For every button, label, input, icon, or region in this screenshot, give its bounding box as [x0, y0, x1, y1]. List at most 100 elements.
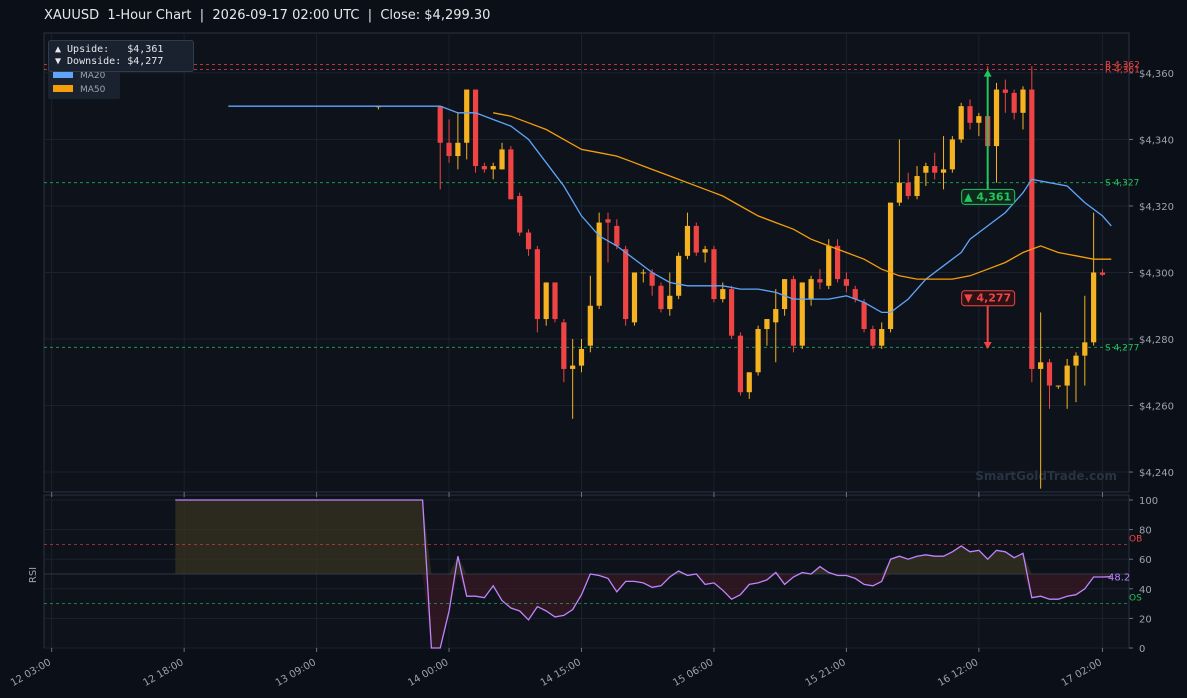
resistance-level-label: R 4,362 [1105, 61, 1140, 71]
price-ytick-label: $4,300 [1139, 268, 1174, 279]
candle-body [1046, 362, 1053, 386]
candle-body [508, 149, 514, 200]
candle-body [561, 322, 567, 369]
candle-body [684, 225, 691, 256]
candle-body [958, 106, 964, 140]
candle-body [499, 149, 505, 170]
rsi-ytick-label: 40 [1139, 585, 1152, 596]
candle-body [1038, 362, 1044, 369]
candle-body [755, 329, 761, 373]
candle-body [543, 282, 549, 320]
candle-body [773, 309, 779, 323]
candle-body [596, 222, 602, 306]
watermark: SmartGoldTrade.com [975, 469, 1117, 483]
rsi-ytick-label: 20 [1139, 614, 1152, 625]
candle-body [870, 329, 876, 346]
rsi-overbought-label: OB [1129, 534, 1142, 544]
candle-body [852, 289, 858, 300]
candle-body [587, 305, 593, 346]
candle-body [834, 245, 841, 280]
x-tick-label: 13 09:00 [274, 657, 318, 689]
price-ytick-label: $4,340 [1139, 135, 1174, 146]
rsi-ytick-label: 60 [1139, 555, 1152, 566]
candle-body [1099, 272, 1106, 275]
candle-body [729, 289, 735, 336]
candle-body [808, 279, 814, 300]
downside-arrow-head [983, 341, 992, 349]
candle-body [534, 249, 540, 320]
candle-body [649, 272, 655, 286]
candle-body [764, 319, 770, 330]
candle-body [1002, 89, 1008, 93]
candle-body [605, 219, 611, 223]
candle-body [1011, 92, 1017, 113]
candle-body [640, 272, 646, 274]
candle-body [826, 245, 832, 286]
rsi-last-value: 48.2 [1108, 573, 1130, 584]
candle-body [1020, 89, 1026, 113]
candle-body [923, 166, 929, 173]
candle-body [720, 289, 726, 300]
support-level-label: S 4,277 [1105, 343, 1139, 353]
price-ytick-label: $4,260 [1139, 402, 1174, 413]
candle-body [932, 166, 938, 173]
candle-body [843, 279, 849, 286]
candle-body [455, 142, 461, 157]
x-tick-label: 12 03:00 [9, 657, 53, 689]
candle-body [896, 182, 902, 203]
candle-body [879, 329, 885, 346]
candle-body [817, 279, 823, 283]
target-annotation-box: ▲ Upside: $4,361 ▼ Downside: $4,277 [48, 40, 194, 72]
candle-body [746, 372, 752, 393]
candle-body [464, 89, 470, 143]
legend-swatch-ma50 [53, 85, 73, 92]
candle-body [940, 169, 947, 173]
candle-body [578, 348, 585, 366]
candle-body [525, 232, 532, 250]
upside-target-badge [961, 188, 1016, 205]
x-tick-label: 16 12:00 [936, 657, 980, 689]
x-tick-label: 15 21:00 [804, 657, 848, 689]
candle-body [887, 202, 894, 330]
candle-body [1073, 355, 1079, 366]
downside-target-badge [961, 290, 1016, 307]
candle-body [490, 166, 496, 170]
candle-body [437, 106, 443, 143]
chart-title: XAUUSD 1-Hour Chart | 2026-09-17 02:00 U… [44, 8, 491, 23]
candle-body [517, 195, 523, 233]
price-ytick-label: $4,360 [1139, 69, 1174, 80]
rsi-ytick-label: 80 [1139, 526, 1152, 537]
price-ytick-label: $4,280 [1139, 335, 1174, 346]
candle-body [481, 166, 487, 170]
candle-body [702, 249, 708, 253]
candle-body [631, 272, 638, 323]
x-tick-label: 12 18:00 [141, 657, 185, 689]
price-ytick-label: $4,320 [1139, 202, 1174, 213]
x-tick-label: 17 02:00 [1060, 657, 1104, 689]
candle-body [1029, 89, 1035, 369]
candle-body [570, 365, 576, 369]
candle-body [737, 335, 744, 393]
rsi-axis-label: RSI [28, 567, 39, 583]
candle-body [914, 176, 920, 196]
rsi-oversold-label: OS [1129, 594, 1142, 604]
candle-body [1055, 385, 1061, 387]
price-panel [43, 32, 1130, 493]
legend-label-ma50: MA50 [80, 85, 106, 95]
upside-arrow-head [983, 69, 992, 77]
support-level-label: S 4,327 [1105, 179, 1139, 189]
x-tick-label: 15 06:00 [671, 657, 715, 689]
candle-body [905, 182, 911, 196]
candle-body [1091, 272, 1097, 343]
candle-body [552, 282, 558, 320]
candle-body [799, 282, 805, 346]
resistance-level-label: R 4,361 [1105, 66, 1140, 76]
price-ytick-label: $4,240 [1139, 468, 1174, 479]
upside-target-value: ▲ 4,361 [964, 190, 1011, 203]
candle-body [967, 106, 973, 123]
candle-body [614, 225, 620, 246]
ma50-line [493, 112, 1112, 280]
downside-target-label: ▼ Downside: $4,277 [55, 56, 164, 67]
candle-body [711, 249, 717, 300]
